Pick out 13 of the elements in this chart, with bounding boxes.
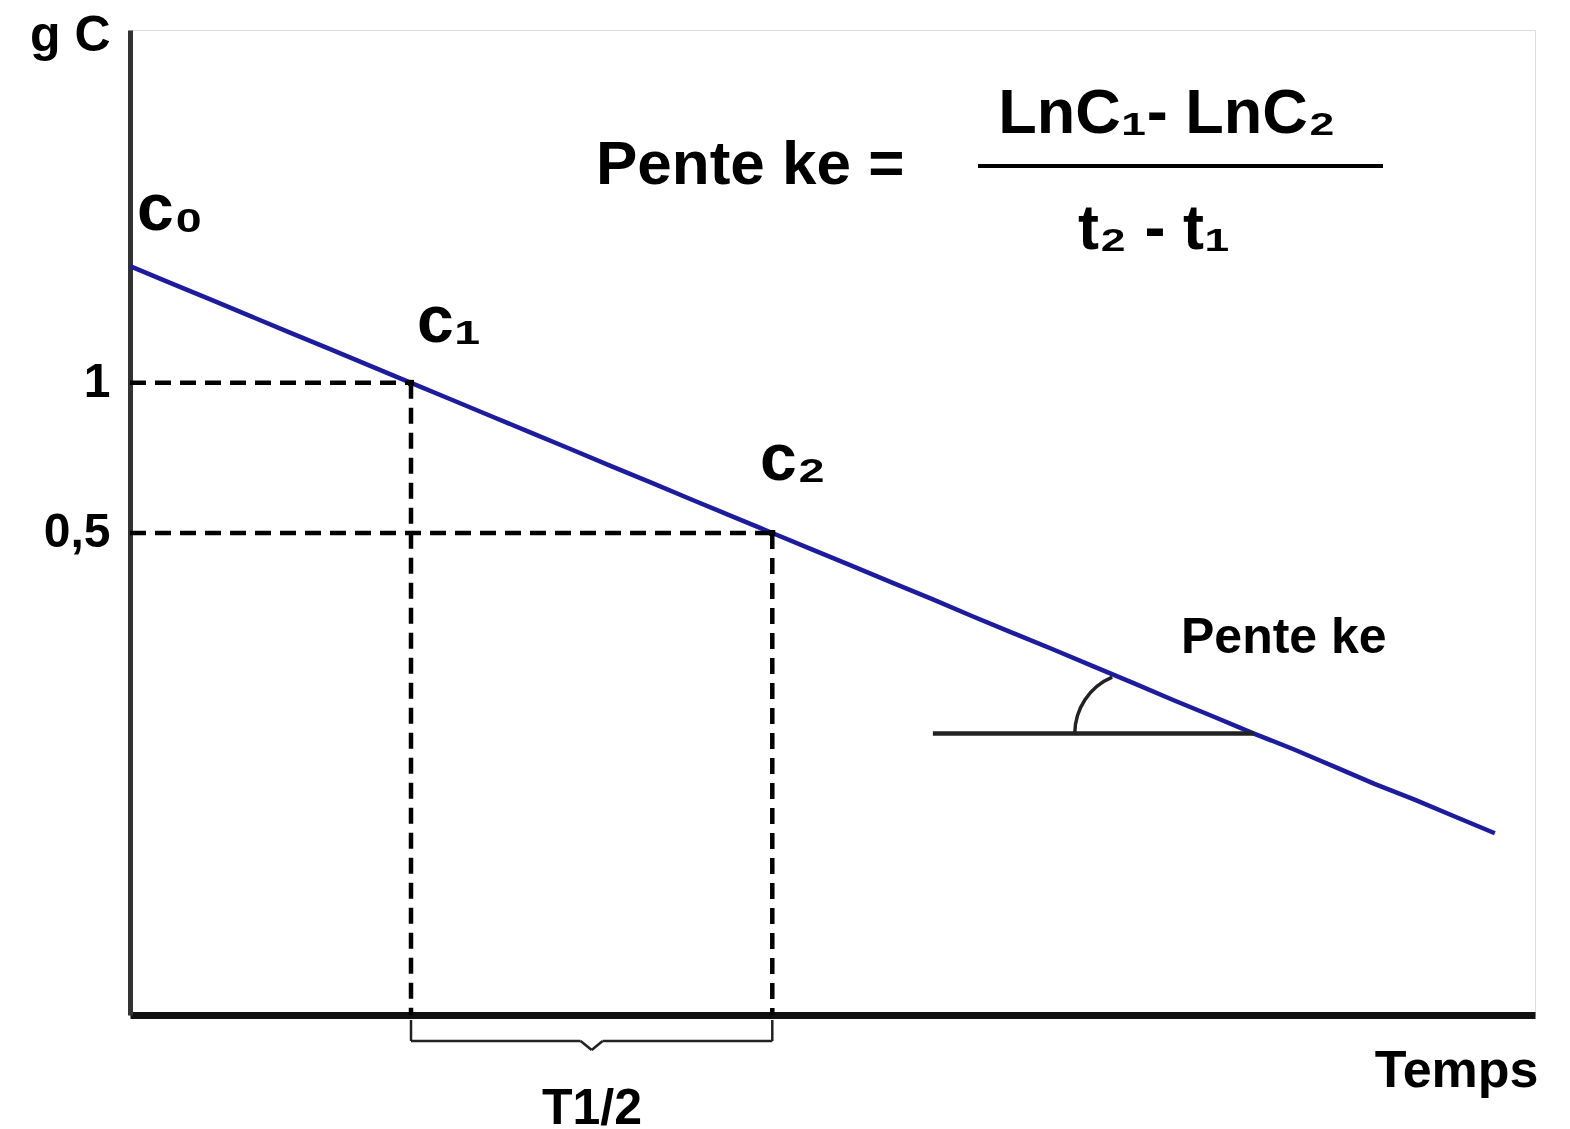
annotation: c₁ xyxy=(417,282,482,356)
annotation: t₂ - t₁ xyxy=(1078,192,1230,262)
y-tick-label: 0,5 xyxy=(43,504,111,558)
annotation: Pente ke = xyxy=(596,128,905,197)
annotation: LnC₁- LnC₂ xyxy=(998,76,1336,146)
text: T1/2 xyxy=(541,1079,643,1129)
annotation: Pente ke xyxy=(1181,608,1387,664)
line-series xyxy=(127,263,1498,836)
annotation: c₂ xyxy=(760,420,827,494)
annotation: c₀ xyxy=(137,170,204,244)
y-tick-label: 1 xyxy=(83,354,111,408)
y-axis-title: g C xyxy=(29,5,111,62)
x-axis-title: Temps xyxy=(1374,1039,1539,1098)
